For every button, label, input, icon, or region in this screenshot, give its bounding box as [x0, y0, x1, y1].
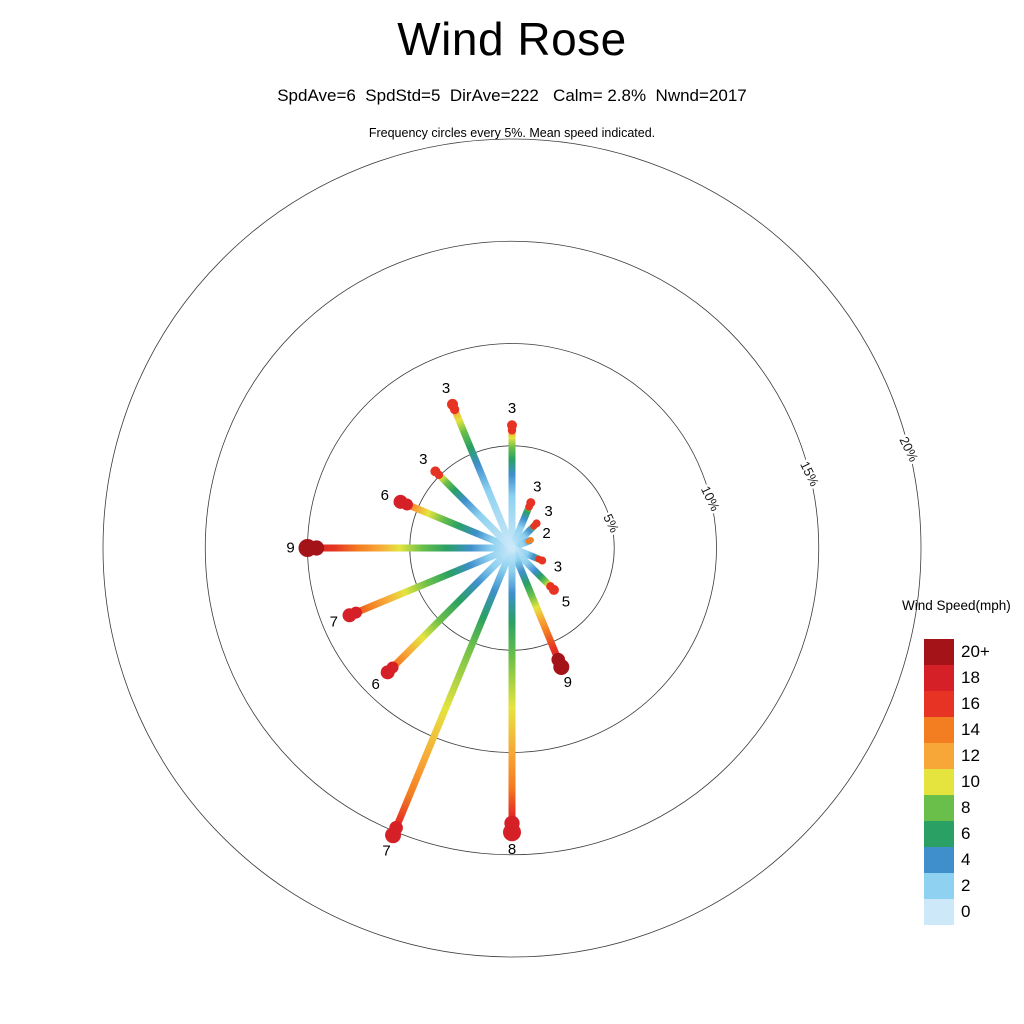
spoke-mean-speed-label: 3 [419, 451, 427, 468]
spoke-mean-speed-label: 7 [382, 842, 390, 859]
legend-entry: 10 [924, 769, 1011, 795]
legend-entry: 14 [924, 717, 1011, 743]
spoke-SE [509, 545, 557, 593]
spoke-mean-speed-label: 9 [564, 674, 572, 691]
legend-entry: 0 [924, 899, 1011, 925]
spoke-mean-speed-label: 3 [554, 559, 562, 576]
page-title: Wind Rose [397, 13, 627, 65]
legend-label: 0 [961, 902, 971, 921]
spoke-tip-dot [380, 665, 395, 680]
spoke-tip-dot [393, 494, 408, 509]
spoke-WSW [348, 544, 514, 619]
ring-percent-label: 10% [698, 484, 723, 514]
spoke-mean-speed-label: 6 [381, 487, 389, 504]
spoke-NW [432, 468, 515, 551]
spoke-tip-dot [527, 537, 534, 544]
spoke-tip-dot [548, 584, 559, 595]
legend-swatch [924, 639, 954, 665]
legend-entries: 20+ 18 16 14 12 10 8 6 4 2 0 [902, 639, 1011, 925]
frequency-caption: Frequency circles every 5%. Mean speed i… [368, 126, 656, 140]
legend-swatch [924, 691, 954, 717]
legend-label: 6 [961, 824, 971, 843]
spoke-WNW [399, 498, 514, 552]
spoke-tip-dot [385, 827, 402, 844]
legend-label: 4 [961, 850, 971, 869]
spoke-mean-speed-label: 3 [533, 478, 541, 495]
legend-entry: 8 [924, 795, 1011, 821]
ring-percent-label: 5% [600, 512, 622, 536]
stats-line: SpdAve=6 SpdStd=5 DirAve=222 Calm= 2.8% … [277, 86, 747, 105]
spoke-tip-dot [342, 608, 357, 623]
frequency-ring [102, 138, 922, 958]
ring-percent-label: 15% [797, 459, 822, 489]
legend-label: 18 [961, 668, 980, 687]
spoke-mean-speed-label: 9 [286, 540, 294, 557]
legend-swatch [924, 769, 954, 795]
ring-percent-label: 20% [896, 434, 921, 464]
legend-label: 12 [961, 746, 980, 765]
legend-entry: 16 [924, 691, 1011, 717]
spoke-tip-dot [526, 498, 536, 508]
frequency-ring [204, 240, 820, 856]
spoke-mean-speed-label: 3 [442, 380, 450, 397]
spoke-mean-speed-label: 6 [371, 676, 379, 693]
spoke-mean-speed-label: 8 [508, 841, 516, 858]
wind-speed-legend: Wind Speed(mph) 20+ 18 16 14 12 10 8 6 4 2 0 [902, 598, 1011, 925]
legend-label: 14 [961, 720, 980, 739]
legend-label: 20+ [961, 642, 990, 661]
legend-swatch [924, 717, 954, 743]
legend-entry: 18 [924, 665, 1011, 691]
legend-label: 8 [961, 798, 971, 817]
spoke-mean-speed-label: 2 [542, 525, 550, 542]
spoke-SSE [508, 546, 565, 669]
legend-label: 16 [961, 694, 980, 713]
spoke-tip-dot [553, 659, 570, 676]
legend-entry: 2 [924, 873, 1011, 899]
legend-swatch [924, 847, 954, 873]
spoke-tip-dot [507, 420, 517, 431]
spoke-SSW [389, 546, 516, 837]
spoke-tip-dot [430, 466, 441, 477]
spoke-tip-dot [532, 519, 541, 528]
spoke-SW [385, 545, 515, 675]
legend-entry: 4 [924, 847, 1011, 873]
spoke-tip-dot [538, 556, 547, 565]
spoke-mean-speed-label: 3 [544, 503, 552, 520]
legend-entry: 20+ [924, 639, 1011, 665]
legend-label: 2 [961, 876, 971, 895]
legend-swatch [924, 899, 954, 925]
legend-entry: 12 [924, 743, 1011, 769]
legend-swatch [924, 873, 954, 899]
spoke-mean-speed-label: 5 [562, 593, 570, 610]
legend-label: 10 [961, 772, 980, 791]
spoke-mean-speed-label: 7 [330, 613, 338, 630]
spoke-tip-dot [503, 823, 521, 842]
spoke-mean-speed-label: 3 [508, 400, 516, 417]
legend-swatch [924, 795, 954, 821]
spoke-NNW [449, 403, 516, 550]
legend-swatch [924, 821, 954, 847]
legend-title: Wind Speed(mph) [902, 598, 1011, 613]
spoke-tip-dot [447, 398, 459, 410]
legend-swatch [924, 665, 954, 691]
legend-swatch [924, 743, 954, 769]
spoke-tip-dot [298, 539, 317, 557]
legend-entry: 6 [924, 821, 1011, 847]
